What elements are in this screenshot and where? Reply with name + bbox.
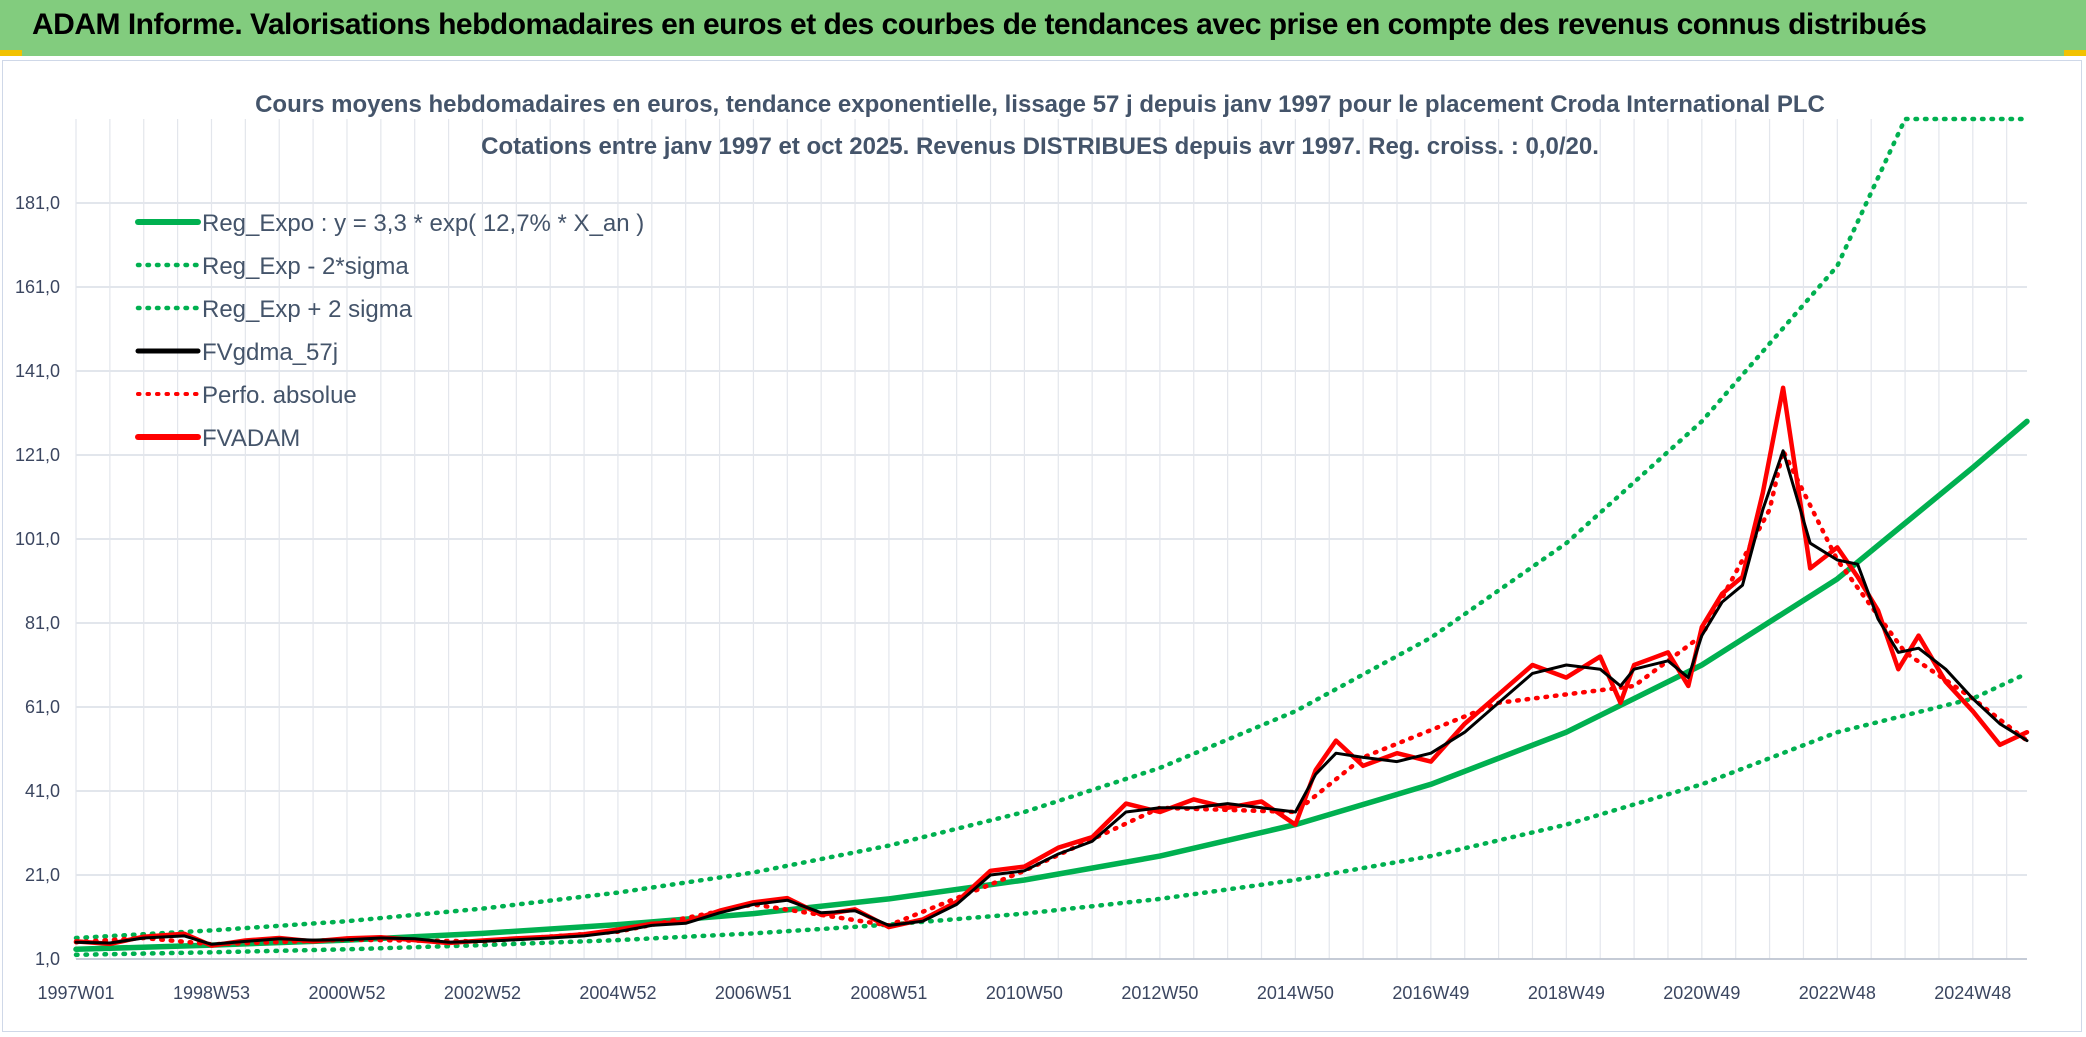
y-tick-label: 161,0 xyxy=(15,277,60,297)
x-tick-label: 2010W50 xyxy=(986,983,1063,1003)
series-line-5 xyxy=(73,385,2030,948)
x-tick-label: 1998W53 xyxy=(173,983,250,1003)
chart-area xyxy=(2,60,2082,1032)
chart-legend: Reg_Expo : y = 3,3 * exp( 12,7% * X_an )… xyxy=(135,210,644,452)
report-title: ADAM Informe. Valorisations hebdomadaire… xyxy=(32,8,1927,41)
x-tick-label: 2018W49 xyxy=(1528,983,1605,1003)
series-line-0 xyxy=(73,418,2030,953)
x-tick-label: 2004W52 xyxy=(579,983,656,1003)
corner-marker-right xyxy=(2064,50,2086,56)
y-tick-label: 101,0 xyxy=(15,529,60,549)
legend-label: FVADAM xyxy=(202,425,300,452)
series-line-3 xyxy=(74,449,2029,946)
x-tick-label: 2008W51 xyxy=(850,983,927,1003)
x-tick-label: 2014W50 xyxy=(1257,983,1334,1003)
legend-label: Perfo. absolue xyxy=(202,382,357,409)
legend-label: Reg_Exp + 2 sigma xyxy=(202,296,413,323)
y-tick-label: 121,0 xyxy=(15,445,60,465)
legend-label: FVgdma_57j xyxy=(202,339,338,366)
header-banner: ADAM Informe. Valorisations hebdomadaire… xyxy=(0,0,2086,56)
series-layer xyxy=(73,116,2030,958)
x-tick-label: 2006W51 xyxy=(715,983,792,1003)
chart-title: Cours moyens hebdomadaires en euros, ten… xyxy=(255,91,1825,118)
x-axis-ticks: 1997W01 1998W53 2000W52 2002W52 2004W52 2006W… xyxy=(37,983,2011,1003)
y-tick-label: 1,0 xyxy=(35,949,60,969)
legend-label: Reg_Expo : y = 3,3 * exp( 12,7% * X_an ) xyxy=(202,210,644,237)
x-tick-label: 2002W52 xyxy=(444,983,521,1003)
y-tick-label: 21,0 xyxy=(25,865,60,885)
x-tick-label: 2020W49 xyxy=(1663,983,1740,1003)
x-tick-label: 2012W50 xyxy=(1121,983,1198,1003)
x-tick-label: 1997W01 xyxy=(37,983,114,1003)
chart-grid xyxy=(75,119,2027,960)
y-tick-label: 61,0 xyxy=(25,697,60,717)
x-tick-label: 2022W48 xyxy=(1799,983,1876,1003)
series-line-2 xyxy=(73,116,2030,941)
y-axis-ticks: 1,0 21,0 41,0 61,0 81,0 101,0 121,0 141,0 161,0 1… xyxy=(15,193,60,969)
y-tick-label: 141,0 xyxy=(15,361,60,381)
series-line-1 xyxy=(73,671,2030,958)
corner-marker-left xyxy=(0,50,22,56)
x-tick-label: 2016W49 xyxy=(1392,983,1469,1003)
y-tick-label: 41,0 xyxy=(25,781,60,801)
x-tick-label: 2000W52 xyxy=(308,983,385,1003)
chart-subtitle: Cotations entre janv 1997 et oct 2025. R… xyxy=(481,133,1599,160)
y-tick-label: 81,0 xyxy=(25,613,60,633)
legend-label: Reg_Exp - 2*sigma xyxy=(202,253,409,280)
x-tick-label: 2024W48 xyxy=(1934,983,2011,1003)
series-line-4 xyxy=(73,448,2030,947)
y-tick-label: 181,0 xyxy=(15,193,60,213)
